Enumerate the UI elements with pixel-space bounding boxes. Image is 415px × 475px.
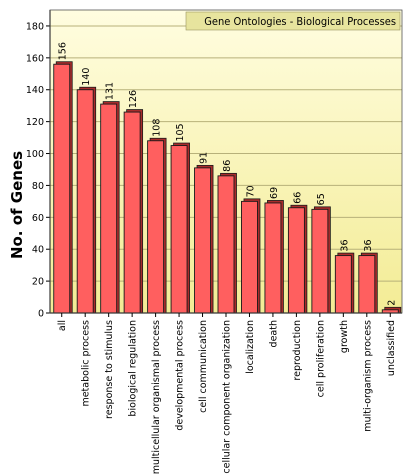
bar-2: 131 — [100, 82, 120, 314]
data-label: 36 — [339, 239, 350, 251]
data-label: 131 — [105, 82, 116, 100]
y-tick-label: 0 — [38, 309, 44, 320]
y-tick-label: 80 — [32, 181, 44, 192]
bar-9: 69 — [264, 187, 284, 314]
bar-6: 91 — [194, 152, 214, 314]
x-tick-label: growth — [339, 320, 350, 353]
bar — [311, 208, 329, 314]
x-tick-label: cell proliferation — [315, 320, 326, 397]
data-label: 126 — [128, 90, 139, 108]
data-label: 91 — [199, 152, 210, 164]
x-tick-label: metabolic process — [81, 320, 92, 407]
bar — [241, 200, 258, 314]
bar-0: 156 — [53, 42, 73, 314]
data-label: 66 — [292, 192, 303, 204]
y-axis-label: No. of Genes — [8, 151, 26, 259]
data-label: 70 — [245, 185, 256, 197]
data-label: 86 — [222, 160, 233, 172]
bar-5: 105 — [170, 123, 190, 314]
data-label: 69 — [269, 187, 280, 199]
bar-7: 86 — [217, 160, 237, 314]
bar-8: 70 — [241, 185, 261, 314]
bar — [334, 255, 352, 314]
y-tick-label: 180 — [26, 21, 44, 32]
x-tick-label: multi-organism process — [362, 320, 373, 432]
x-tick-label: unclassified — [386, 320, 397, 376]
y-tick-label: 160 — [26, 53, 44, 64]
x-tick-label: multicellular organismal process — [151, 320, 162, 474]
bar — [100, 103, 118, 314]
bar — [170, 145, 188, 314]
bar-1: 140 — [76, 68, 97, 314]
x-tick-label: biological regulation — [128, 320, 139, 417]
data-label: 156 — [58, 42, 69, 60]
data-label: 65 — [316, 193, 327, 205]
bar-12: 36 — [334, 239, 355, 314]
y-tick-label: 140 — [26, 85, 44, 96]
bar — [217, 175, 235, 314]
bar — [123, 111, 141, 314]
chart-title: Gene Ontologies - Biological Processes — [204, 15, 396, 28]
bar — [264, 202, 282, 314]
y-tick-label: 100 — [26, 149, 44, 160]
bar — [76, 89, 94, 314]
x-tick-label: cellular component organization — [222, 320, 233, 474]
x-tick-label: cell communication — [198, 320, 209, 413]
bar-10: 66 — [287, 192, 308, 314]
x-tick-label: reproduction — [292, 320, 303, 381]
y-tick-label: 40 — [32, 245, 44, 256]
data-label: 2 — [386, 300, 397, 306]
x-tick-label: all — [57, 320, 68, 331]
bars: 156 140 131 126 108 105 91 86 70 69 66 65 36 36 2 — [53, 42, 402, 314]
chart-title-box: Gene Ontologies - Biological Processes — [185, 11, 401, 31]
bar — [53, 63, 71, 314]
bar — [287, 207, 305, 314]
axes: 0 20 40 60 80 100 120 140 160 180 all metabolic pro… — [26, 9, 403, 474]
data-label: 105 — [175, 123, 186, 141]
bar-3: 126 — [123, 90, 144, 314]
bar-4: 108 — [147, 119, 167, 314]
y-tick-label: 20 — [32, 277, 44, 288]
bar — [194, 167, 211, 314]
data-label: 108 — [152, 119, 163, 137]
bar — [358, 255, 376, 314]
x-tick-label: response to stimulus — [104, 320, 115, 419]
y-tick-label: 120 — [26, 117, 44, 128]
bar — [147, 140, 165, 314]
data-label: 140 — [81, 68, 92, 86]
data-label: 36 — [363, 239, 374, 251]
x-tick-label: localization — [245, 320, 256, 374]
x-tick-label: developmental process — [175, 320, 186, 431]
x-tick-label: death — [268, 320, 279, 347]
y-tick-label: 60 — [32, 213, 44, 224]
bar-11: 65 — [311, 193, 331, 314]
